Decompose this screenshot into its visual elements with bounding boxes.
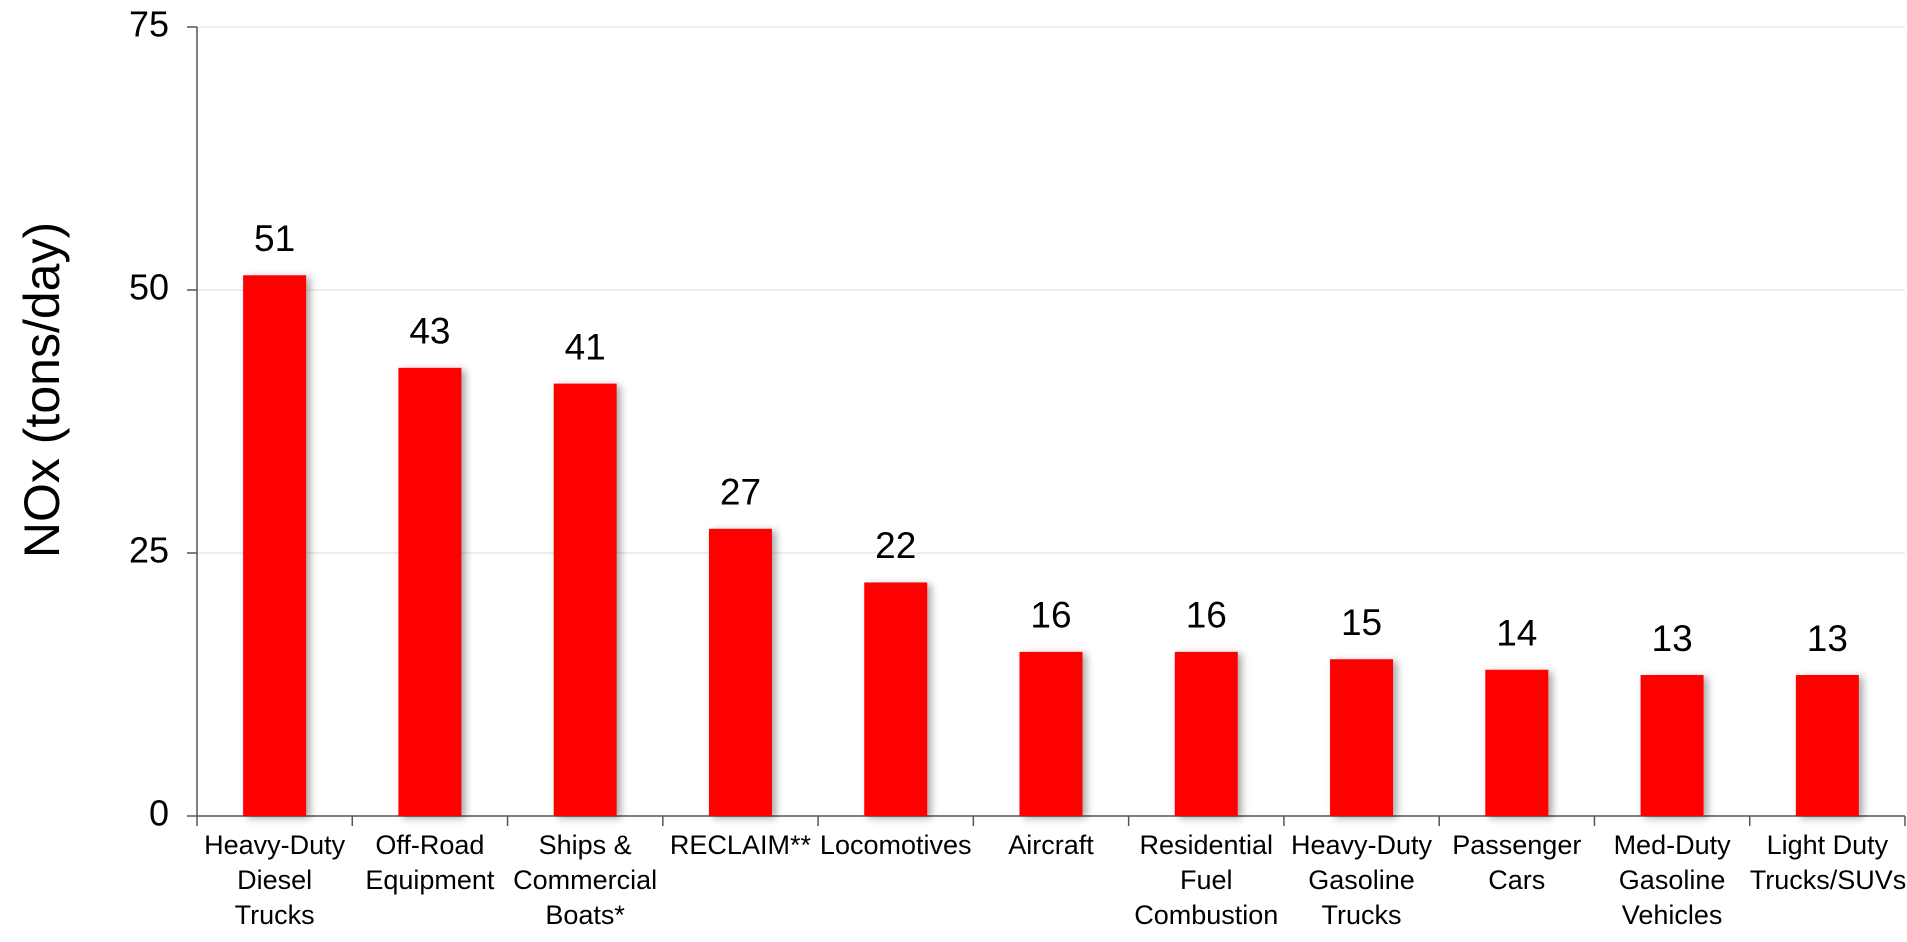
bar [398,368,461,816]
x-tick-label: Ships & Commercial Boats* [508,828,663,933]
x-tick-label: Light Duty Trucks/SUVs [1750,828,1905,898]
y-tick-label: 0 [149,793,169,834]
y-tick-label: 75 [129,4,169,45]
bar [554,384,617,816]
x-tick-label: RECLAIM** [663,828,818,863]
data-label: 15 [1341,602,1382,643]
y-tick-label: 50 [129,267,169,308]
bar [1796,675,1859,816]
bar [1330,659,1393,816]
x-tick-label: Heavy-Duty Diesel Trucks [197,828,352,933]
x-tick-label: Locomotives [818,828,973,863]
chart-page: NOx (tons/day) 0 25 50 75 51 43 41 27 22 16 16 15 14… [0,0,1907,942]
bar [243,275,306,816]
x-tick-label: Residential Fuel Combustion [1129,828,1284,933]
x-tick-label: Off-Road Equipment [352,828,507,898]
x-tick-label: Heavy-Duty Gasoline Trucks [1284,828,1439,933]
data-label: 14 [1496,613,1537,654]
data-label: 27 [720,472,761,513]
data-label: 43 [409,311,450,352]
chart: NOx (tons/day) 0 25 50 75 51 43 41 27 22 16 16 15 14… [0,0,1907,942]
bar [1175,652,1238,816]
data-label: 16 [1186,595,1227,636]
data-label: 13 [1807,618,1848,659]
data-label: 16 [1030,595,1071,636]
y-axis-title: NOx (tons/day) [14,222,70,558]
bar [1020,652,1083,816]
bar [1641,675,1704,816]
x-tick-label: Aircraft [973,828,1128,863]
data-label: 51 [254,218,295,259]
data-label: 13 [1652,618,1693,659]
x-tick-label: Med-Duty Gasoline Vehicles [1594,828,1749,933]
data-label: 41 [565,326,606,367]
x-tick-label: Passenger Cars [1439,828,1594,898]
bar [1485,670,1548,816]
data-label: 22 [875,525,916,566]
bar [864,582,927,816]
bar [709,529,772,816]
y-tick-label: 25 [129,530,169,571]
